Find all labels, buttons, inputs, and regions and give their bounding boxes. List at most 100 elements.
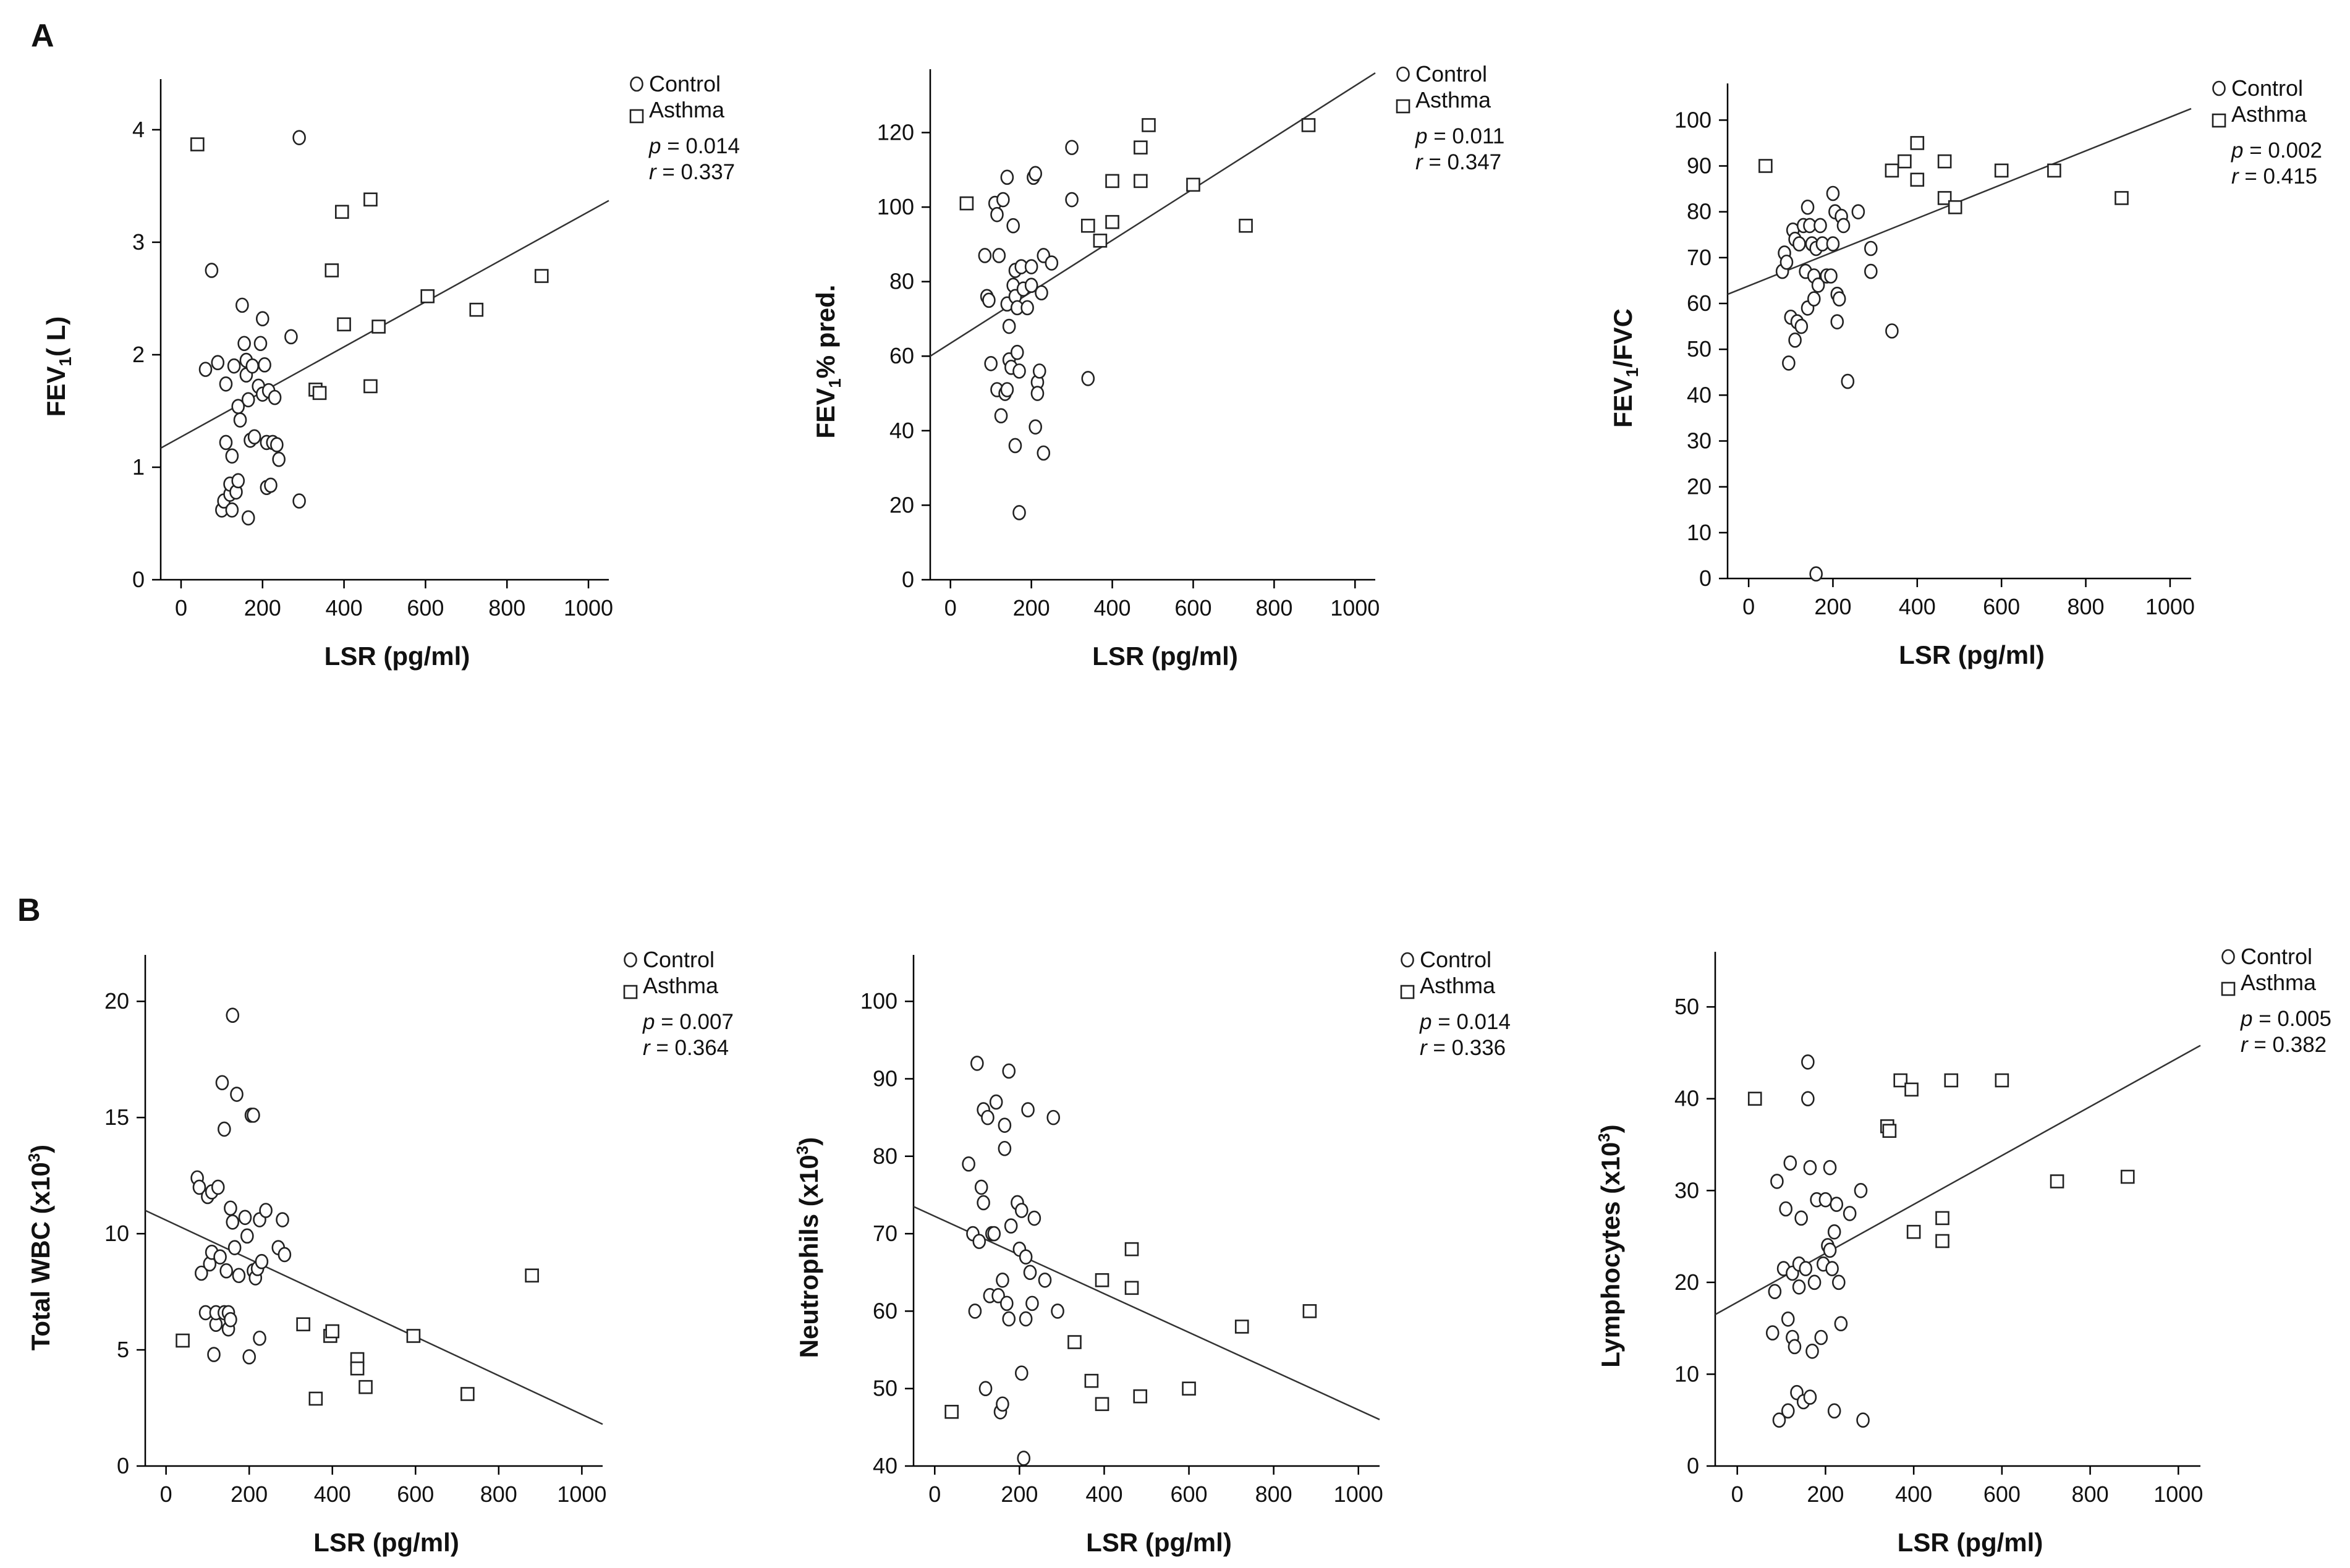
asthma-point <box>325 263 339 278</box>
control-point <box>224 1312 237 1328</box>
asthma-point <box>1994 163 2009 178</box>
control-point <box>998 1117 1012 1133</box>
x-tick-label: 0 <box>1731 1481 1744 1507</box>
panel-label-b: B <box>17 892 41 928</box>
legend-control-label: Control <box>1415 61 1487 87</box>
y-tick-label: 40 <box>889 418 914 443</box>
control-point <box>198 362 213 377</box>
control-point <box>1000 169 1014 185</box>
y-tick-label: 50 <box>1674 994 1699 1019</box>
asthma-point <box>350 1361 365 1376</box>
control-point <box>192 1179 206 1195</box>
y-tick-label: 80 <box>1687 199 1712 224</box>
asthma-point <box>1105 214 1119 229</box>
asthma-point <box>420 289 435 303</box>
legend-asthma-marker <box>2221 981 2236 996</box>
control-point <box>1014 1203 1029 1218</box>
control-point <box>1827 1224 1841 1240</box>
control-point <box>996 1396 1009 1412</box>
control-point <box>1823 1159 1837 1176</box>
control-point <box>1813 218 1827 234</box>
control-point <box>1029 166 1042 182</box>
control-point <box>1065 192 1079 208</box>
control-point <box>264 477 278 493</box>
y-tick-label: 100 <box>877 194 914 219</box>
legend-control-label: Control <box>2231 75 2303 101</box>
asthma-point <box>312 386 327 400</box>
x-tick-label: 600 <box>1174 595 1211 621</box>
control-point <box>972 1234 986 1249</box>
asthma-point <box>1239 218 1253 233</box>
control-point <box>1002 318 1016 334</box>
control-point <box>996 1272 1009 1288</box>
control-point <box>255 311 269 327</box>
y-tick-label: 40 <box>873 1453 897 1478</box>
y-tick-label: 90 <box>873 1066 897 1091</box>
control-point <box>240 1228 254 1244</box>
y-tick-label: 30 <box>1687 428 1712 454</box>
control-point <box>1004 1218 1018 1234</box>
legend-asthma-marker <box>2212 113 2226 128</box>
y-tick-label: 100 <box>860 988 897 1014</box>
x-tick-label: 400 <box>314 1481 351 1507</box>
y-tick-label: 120 <box>877 119 914 145</box>
control-point <box>1017 1451 1031 1466</box>
y-tick-label: 0 <box>1687 1453 1699 1478</box>
x-tick-label: 200 <box>1807 1481 1844 1507</box>
legend-control-marker <box>1401 952 1414 968</box>
control-point <box>211 355 225 370</box>
asthma-point <box>1067 1335 1082 1349</box>
x-tick-label: 1000 <box>1334 1481 1383 1507</box>
asthma-point <box>371 320 386 334</box>
y-tick-label: 4 <box>132 117 145 142</box>
control-point <box>1841 373 1855 389</box>
x-tick-label: 200 <box>1814 594 1851 619</box>
asthma-point <box>1133 1389 1148 1404</box>
y-axis-title: FEV1( L) <box>41 316 75 417</box>
control-point <box>1854 1182 1868 1198</box>
control-point <box>1023 1265 1037 1281</box>
control-point <box>1826 185 1840 201</box>
control-point <box>227 358 241 374</box>
control-point <box>207 1347 221 1362</box>
control-point <box>253 336 268 352</box>
control-point <box>241 510 255 526</box>
asthma-point <box>1758 159 1773 173</box>
control-point <box>284 329 298 345</box>
control-point <box>224 1200 237 1216</box>
y-axis-title: Lymphocytes (x103) <box>1595 1124 1625 1367</box>
asthma-point <box>1948 200 1962 214</box>
control-point <box>1768 1284 1782 1300</box>
asthma-point <box>469 302 484 317</box>
legend-asthma-marker <box>623 985 638 999</box>
legend-asthma-marker <box>1400 985 1415 999</box>
asthma-point <box>1882 1124 1897 1138</box>
control-point <box>1012 363 1026 379</box>
asthma-point <box>1937 154 1952 169</box>
control-point <box>1035 285 1048 301</box>
legend-asthma-label: Asthma <box>649 97 725 122</box>
y-tick-label: 10 <box>104 1221 129 1246</box>
asthma-point <box>2050 1174 2064 1189</box>
r-value: r = 0.337 <box>649 160 735 184</box>
chart-6: 0 10 20 30 40 50 0 200 400 600 800 1000 LSR (pg/ml) L… <box>1595 944 2331 1557</box>
control-point <box>213 1249 227 1265</box>
legend-control-marker <box>2212 80 2226 96</box>
control-point <box>1807 1274 1822 1290</box>
control-point <box>235 297 249 313</box>
control-point <box>1885 323 1899 339</box>
x-tick-label: 400 <box>1895 1481 1932 1507</box>
control-point <box>259 1203 273 1218</box>
control-point <box>225 448 239 464</box>
control-point <box>1045 255 1059 271</box>
control-point <box>1014 1365 1029 1381</box>
control-point <box>1779 254 1794 270</box>
control-point <box>1081 371 1095 386</box>
x-tick-label: 1000 <box>1330 595 1380 621</box>
control-point <box>1834 1316 1848 1332</box>
r-value: r = 0.364 <box>643 1036 729 1060</box>
control-point <box>255 1253 269 1269</box>
asthma-point <box>1182 1381 1196 1396</box>
